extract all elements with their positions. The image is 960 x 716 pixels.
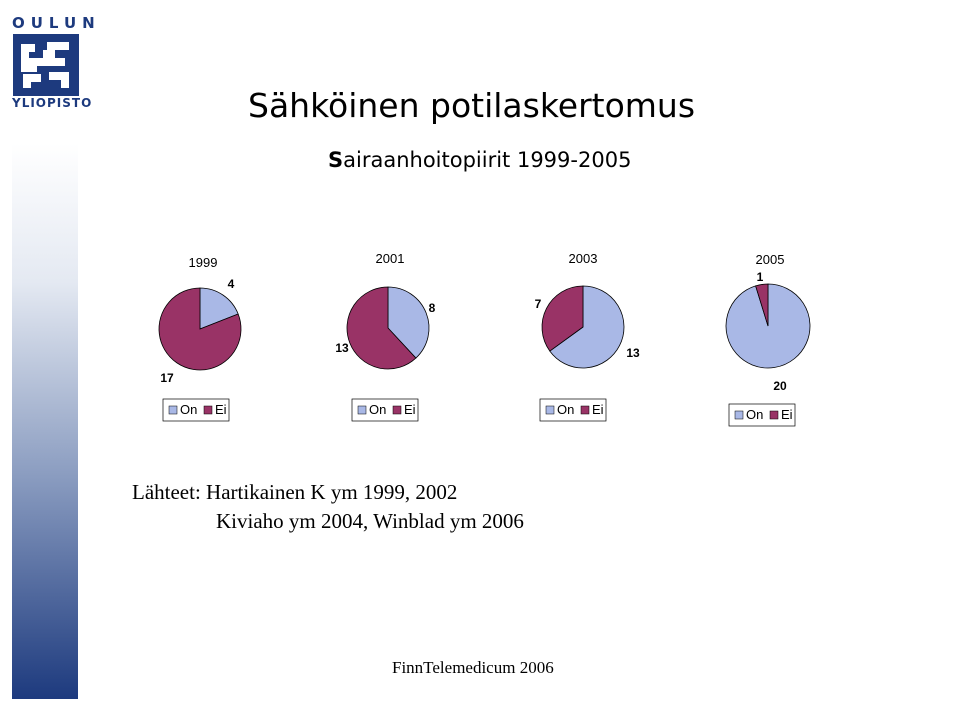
footer-text: FinnTelemedicum 2006 [392, 658, 554, 677]
sources-line-2: Kiviaho ym 2004, Winblad ym 2006 [216, 509, 524, 533]
pie-2005-legend-swatch-on [734, 410, 744, 420]
pie-2001-slice-on [387, 286, 430, 359]
pie-1999-label-ei: 17 [160, 371, 174, 385]
pie-2005-legend-swatch-ei [769, 410, 779, 420]
sources-block: Lähteet: Hartikainen K ym 1999, 2002 Kiv… [132, 478, 524, 536]
subtitle-first-letter: S [328, 148, 344, 172]
page-subtitle: Sairaanhoitopiirit 1999-2005 [328, 148, 631, 172]
sources-line-1: Lähteet: Hartikainen K ym 1999, 2002 [132, 480, 458, 504]
logo-bottom-text: YLIOPISTO [12, 96, 93, 110]
subtitle-rest: airaanhoitopiirit 1999-2005 [343, 148, 632, 172]
pie-1999-slice-on [199, 287, 239, 330]
pie-2001-label-ei: 13 [335, 341, 349, 355]
pie-2003-label-on: 13 [626, 346, 640, 360]
pie-2001-legend-swatch-ei [392, 405, 402, 415]
pie-2001-title: 2001 [376, 251, 405, 266]
pie-2003-legend-swatch-on [545, 405, 555, 415]
pie-1999-legend-ei: Ei [215, 402, 227, 417]
pie-2001-legend-swatch-on [357, 405, 367, 415]
sidebar-gradient [12, 143, 78, 699]
pie-2003-legend-box [539, 398, 607, 422]
pie-2005-label-ei: 1 [757, 270, 764, 284]
pie-2003-slice-ei [541, 285, 584, 352]
pie-2001-legend-ei: Ei [404, 402, 416, 417]
pie-2003-label-ei: 7 [535, 297, 542, 311]
pie-2003-legend-ei: Ei [592, 402, 604, 417]
pie-1999-slice-ei [158, 287, 242, 371]
pie-2003-slice-on [549, 285, 625, 369]
pie-1999-legend-box [162, 398, 230, 422]
pie-2003-legend-swatch-ei [580, 405, 590, 415]
charts-area: 4 17 1999 On Ei 8 13 2001 On Ei 13 7 2003 On Ei 20 1 2005… [158, 251, 811, 427]
logo-top-text: OULUN [12, 14, 101, 32]
pie-1999-title: 1999 [189, 255, 218, 270]
pie-2005-legend-box [728, 403, 796, 427]
pie-1999-legend-swatch-ei [203, 405, 213, 415]
pie-2001-legend-box [351, 398, 419, 422]
pie-1999-label-on: 4 [228, 277, 235, 291]
pie-2001-slice-ei [346, 286, 417, 370]
pie-2003-title: 2003 [569, 251, 598, 266]
pie-2005-slice-ei [755, 283, 769, 327]
pie-2005-legend-ei: Ei [781, 407, 793, 422]
logo-emblem-icon [13, 34, 79, 96]
page-title: Sähköinen potilaskertomus [248, 86, 696, 125]
pie-2005-legend-on: On [746, 407, 763, 422]
pie-2003-legend-on: On [557, 402, 574, 417]
university-logo: OULUN YLIOPISTO [12, 14, 101, 114]
pie-1999-legend-on: On [180, 402, 197, 417]
pie-2001-legend-on: On [369, 402, 386, 417]
pie-2005-label-on: 20 [773, 379, 787, 393]
pie-2005-title: 2005 [756, 252, 785, 267]
pie-1999-legend-swatch-on [168, 405, 178, 415]
pie-2001-label-on: 8 [429, 301, 436, 315]
